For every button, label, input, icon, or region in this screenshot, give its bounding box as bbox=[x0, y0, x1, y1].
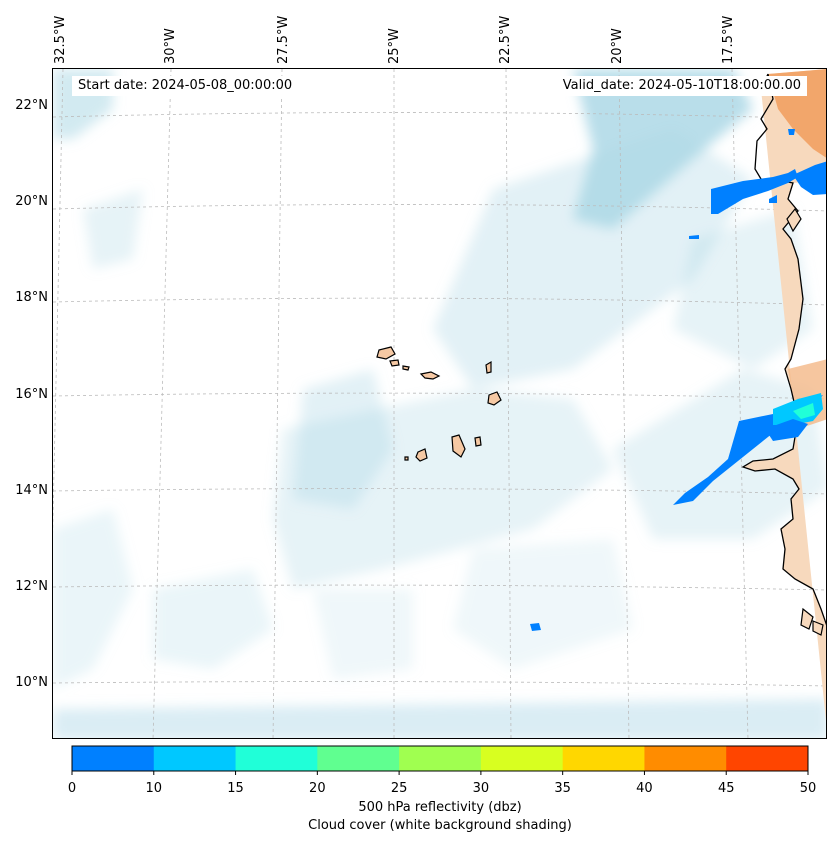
lon-label-22-5w: 22.5°W bbox=[498, 15, 513, 64]
colorbar-segment bbox=[317, 746, 400, 771]
lon-label-27-5w: 27.5°W bbox=[276, 15, 291, 64]
valid-date-label: Valid_date: 2024-05-10T18:00:00.00 bbox=[556, 76, 807, 96]
colorbar-tick-label: 30 bbox=[472, 781, 490, 796]
colorbar-segment bbox=[480, 746, 564, 771]
colorbar-tick-label: 0 bbox=[67, 781, 77, 796]
colorbar-tick-label: 35 bbox=[554, 781, 571, 796]
colorbar-tick-label: 10 bbox=[145, 781, 163, 796]
colorbar-tick-label: 20 bbox=[309, 781, 326, 796]
start-date-label: Start date: 2024-05-08_00:00:00 bbox=[72, 76, 299, 96]
colorbar-tick-label: 15 bbox=[227, 781, 244, 796]
lat-label-10n: 10°N bbox=[15, 675, 48, 690]
colorbar-label: 500 hPa reflectivity (dbz) bbox=[358, 800, 522, 815]
colorbar-segment bbox=[644, 746, 727, 771]
lat-label-22n: 22°N bbox=[15, 98, 48, 113]
latitude-gridlines bbox=[53, 112, 826, 687]
colorbar-segment bbox=[235, 746, 318, 771]
colorbar-segment bbox=[562, 746, 645, 771]
lon-label-20w: 20°W bbox=[610, 28, 625, 64]
lat-label-18n: 18°N bbox=[15, 290, 48, 305]
lon-label-17-5w: 17.5°W bbox=[721, 15, 736, 64]
cloud-cover-shading bbox=[53, 69, 826, 738]
colorbar-sublabel: Cloud cover (white background shading) bbox=[308, 818, 572, 833]
colorbar bbox=[71, 745, 809, 775]
colorbar-border bbox=[71, 745, 809, 772]
cabo-verde-islands bbox=[376, 346, 502, 462]
lat-label-20n: 20°N bbox=[15, 194, 48, 209]
colorbar-tick-label: 50 bbox=[799, 781, 817, 796]
lat-label-12n: 12°N bbox=[15, 579, 48, 594]
colorbar-tick-label: 25 bbox=[390, 781, 408, 796]
lon-label-30w: 30°W bbox=[163, 28, 178, 64]
map-panel bbox=[52, 68, 827, 739]
longitude-gridlines bbox=[53, 69, 749, 738]
reflectivity-bands bbox=[530, 129, 826, 631]
lon-label-25w: 25°W bbox=[387, 28, 402, 64]
lat-label-14n: 14°N bbox=[15, 483, 48, 498]
lat-label-16n: 16°N bbox=[15, 387, 48, 402]
colorbar-segment bbox=[399, 746, 482, 771]
map-canvas bbox=[53, 69, 826, 738]
lon-label-32-5w: 32.5°W bbox=[53, 15, 68, 64]
colorbar-tick-label: 40 bbox=[636, 781, 653, 796]
colorbar-tick-label: 45 bbox=[717, 781, 735, 796]
colorbar-segment bbox=[72, 746, 155, 771]
colorbar-segment bbox=[726, 746, 809, 771]
colorbar-segment bbox=[153, 746, 237, 771]
